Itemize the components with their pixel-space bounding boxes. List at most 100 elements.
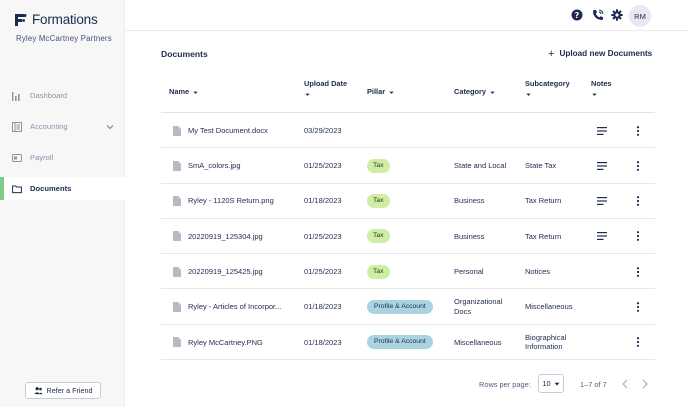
column-header-pillar[interactable]: Pillar bbox=[367, 87, 395, 97]
document-name[interactable]: My Test Document.docx bbox=[188, 125, 268, 135]
sidebar-item-payroll[interactable]: Payroll bbox=[0, 146, 125, 169]
sort-arrow-icon bbox=[193, 91, 198, 94]
notes-cell[interactable] bbox=[597, 148, 607, 183]
pillar-badge: Tax bbox=[367, 229, 390, 244]
column-header-notes[interactable]: Notes bbox=[591, 79, 612, 98]
more-options-icon[interactable] bbox=[636, 337, 640, 348]
name-cell[interactable]: 20220919_125425.jpg bbox=[173, 254, 263, 289]
notes-cell[interactable] bbox=[597, 219, 607, 254]
row-actions[interactable] bbox=[636, 148, 640, 183]
rows-per-page-label: Rows per page: bbox=[479, 379, 531, 389]
document-name[interactable]: Ryley - Articles of Incorpor... bbox=[188, 302, 282, 312]
refer-a-friend-button[interactable]: Refer a Friend bbox=[25, 382, 101, 399]
more-options-icon[interactable] bbox=[636, 302, 640, 312]
page-title: Documents bbox=[161, 49, 208, 59]
brand-logo[interactable]: Formations bbox=[15, 12, 98, 27]
phone-icon[interactable] bbox=[592, 9, 604, 21]
table-row[interactable]: Ryley - 1120S Return.png 01/18/2023 Tax Bus… bbox=[161, 184, 655, 219]
refer-label: Refer a Friend bbox=[46, 386, 93, 395]
document-name[interactable]: 20220919_125304.jpg bbox=[188, 231, 263, 241]
top-bar: ? RM bbox=[125, 0, 688, 31]
subcategory-cell: Tax Return bbox=[525, 231, 562, 241]
formations-logo-icon bbox=[15, 13, 27, 26]
category-cell: Business bbox=[454, 231, 485, 241]
document-icon bbox=[173, 196, 181, 207]
pillar-badge: Profile & Account bbox=[367, 299, 433, 314]
help-icon[interactable]: ? bbox=[571, 9, 583, 21]
gear-icon[interactable] bbox=[611, 9, 623, 21]
pillar-cell: Tax bbox=[367, 219, 390, 254]
column-header-category[interactable]: Category bbox=[454, 87, 496, 97]
subcategory-cell: State Tax bbox=[525, 161, 557, 171]
category-cell: Miscellaneous bbox=[454, 337, 502, 347]
document-name[interactable]: Ryley - 1120S Return.png bbox=[188, 196, 274, 206]
column-header-name[interactable]: Name bbox=[169, 87, 199, 97]
sort-arrow-icon bbox=[490, 91, 495, 94]
name-cell[interactable]: SmA_colors.jpg bbox=[173, 148, 241, 183]
more-options-icon[interactable] bbox=[636, 125, 640, 136]
sidebar-item-dashboard[interactable]: Dashboard bbox=[0, 84, 125, 107]
pillar-cell: Profile & Account bbox=[367, 289, 433, 324]
name-cell[interactable]: 20220919_125304.jpg bbox=[173, 219, 263, 254]
sidebar-item-label: Payroll bbox=[30, 153, 54, 162]
document-name[interactable]: 20220919_125425.jpg bbox=[188, 266, 263, 276]
payroll-icon bbox=[12, 153, 22, 162]
row-actions[interactable] bbox=[636, 113, 640, 148]
notes-icon[interactable] bbox=[597, 161, 607, 170]
next-page-icon[interactable] bbox=[640, 378, 650, 390]
name-cell[interactable]: Ryley McCartney.PNG bbox=[173, 325, 263, 360]
more-options-icon[interactable] bbox=[636, 266, 640, 277]
document-icon bbox=[173, 125, 181, 136]
subcategory-cell: Biographical Information bbox=[525, 332, 567, 352]
row-actions[interactable] bbox=[636, 254, 640, 289]
category-cell: Personal bbox=[454, 266, 484, 276]
notes-cell[interactable] bbox=[597, 113, 607, 148]
notes-icon[interactable] bbox=[597, 232, 607, 241]
column-header-subcategory[interactable]: Subcategory bbox=[525, 79, 570, 98]
row-actions[interactable] bbox=[636, 289, 640, 324]
sort-arrow-icon bbox=[592, 93, 597, 96]
more-options-icon[interactable] bbox=[636, 196, 640, 206]
ledger-icon bbox=[12, 121, 22, 132]
more-options-icon[interactable] bbox=[636, 160, 640, 171]
brand-name: Formations bbox=[32, 12, 98, 27]
sort-arrow-icon bbox=[389, 91, 394, 94]
column-header-upload-date[interactable]: Upload Date bbox=[304, 79, 347, 98]
document-icon bbox=[173, 266, 181, 277]
notes-cell[interactable] bbox=[597, 184, 607, 219]
more-options-icon[interactable] bbox=[636, 231, 640, 242]
company-name: Ryley McCartney Partners bbox=[16, 34, 112, 43]
table-header: Name Upload Date Pillar Category Subcate… bbox=[161, 73, 655, 113]
subcategory-cell: Tax Return bbox=[525, 196, 562, 206]
row-actions[interactable] bbox=[636, 325, 640, 360]
table-row[interactable]: 20220919_125425.jpg 01/25/2023 Tax Personal… bbox=[161, 254, 655, 290]
name-cell[interactable]: Ryley - 1120S Return.png bbox=[173, 184, 274, 219]
row-actions[interactable] bbox=[636, 219, 640, 254]
sort-arrow-icon bbox=[526, 93, 531, 96]
subcategory-cell: Miscellaneous bbox=[525, 302, 573, 312]
chevron-down-icon bbox=[554, 382, 560, 385]
table-row[interactable]: Ryley - Articles of Incorpor... 01/18/202… bbox=[161, 289, 655, 325]
notes-icon[interactable] bbox=[597, 197, 607, 206]
rows-per-page-select[interactable]: 10 bbox=[538, 374, 564, 393]
name-cell[interactable]: My Test Document.docx bbox=[173, 113, 268, 148]
sidebar-nav: Dashboard Accounting Payroll bbox=[0, 84, 125, 208]
name-cell[interactable]: Ryley - Articles of Incorpor... bbox=[173, 289, 281, 324]
row-actions[interactable] bbox=[636, 184, 640, 219]
document-name[interactable]: SmA_colors.jpg bbox=[188, 161, 241, 171]
sidebar-item-documents[interactable]: Documents bbox=[0, 177, 125, 200]
upload-date-cell: 01/25/2023 bbox=[304, 231, 342, 241]
chevron-down-icon[interactable] bbox=[105, 122, 115, 132]
table-row[interactable]: Ryley McCartney.PNG 01/18/2023 Profile & A… bbox=[161, 325, 655, 361]
upload-new-documents-button[interactable]: + Upload new Documents bbox=[548, 48, 652, 59]
table-row[interactable]: My Test Document.docx 03/29/2023 bbox=[161, 113, 655, 149]
sidebar-item-accounting[interactable]: Accounting bbox=[0, 115, 125, 138]
table-body: My Test Document.docx 03/29/2023 SmA_color… bbox=[161, 113, 655, 361]
category-cell: Business bbox=[454, 196, 485, 206]
table-row[interactable]: 20220919_125304.jpg 01/25/2023 Tax Business… bbox=[161, 219, 655, 255]
document-name[interactable]: Ryley McCartney.PNG bbox=[188, 337, 263, 347]
previous-page-icon[interactable] bbox=[620, 378, 630, 390]
notes-icon[interactable] bbox=[597, 126, 607, 135]
user-avatar[interactable]: RM bbox=[629, 5, 651, 27]
table-row[interactable]: SmA_colors.jpg 01/25/2023 Tax State and Loc… bbox=[161, 148, 655, 184]
